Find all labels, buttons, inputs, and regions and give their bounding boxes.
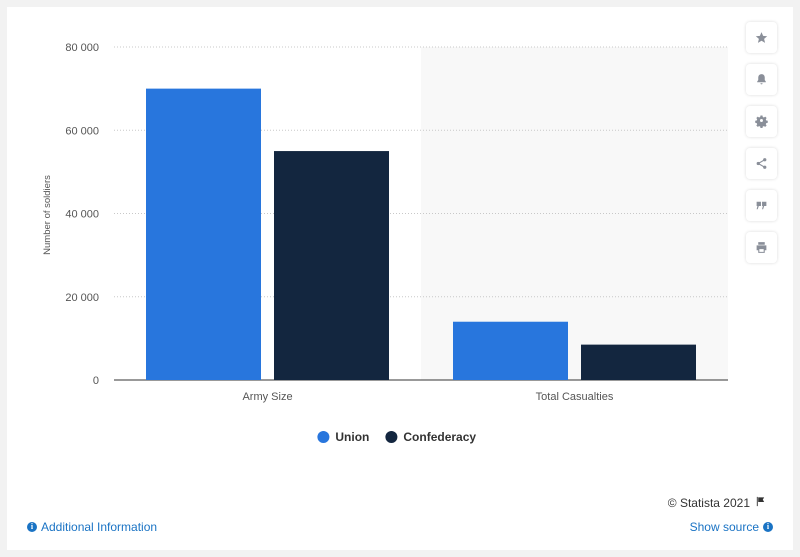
gear-icon [755,115,768,128]
y-tick-label: 0 [93,375,99,387]
chart: 0 20 000 40 000 60 000 80 000 Army Size Total… [42,42,728,444]
quote-icon [755,199,768,212]
statista-credit[interactable]: © Statista 2021 [668,496,766,510]
legend-label-union[interactable]: Union [335,430,369,444]
bell-icon [755,73,768,86]
bar-union-army-size[interactable] [146,88,261,380]
x-tick-label: Army Size [242,391,292,403]
credit-text: © Statista 2021 [667,496,750,510]
print-icon [755,241,768,254]
bar-confederacy-total-casualties[interactable] [581,344,696,380]
flag-icon [755,496,766,510]
settings-button[interactable] [746,106,777,137]
share-button[interactable] [746,148,777,179]
print-button[interactable] [746,232,777,263]
y-tick-label: 60 000 [65,125,99,137]
show-source-link[interactable]: Show source i [690,520,773,534]
chart-card: 0 20 000 40 000 60 000 80 000 Army Size Total… [7,7,793,550]
y-tick-label: 80 000 [65,42,99,54]
cite-button[interactable] [746,190,777,221]
show-source-label: Show source [689,520,759,534]
x-tick-label: Total Casualties [536,391,614,403]
info-icon: i [763,522,773,532]
star-icon [755,31,768,44]
favorite-button[interactable] [746,22,777,53]
y-axis-title: Number of soldiers [42,175,53,255]
bar-confederacy-army-size[interactable] [274,151,389,380]
bar-union-total-casualties[interactable] [453,321,568,380]
additional-information-link[interactable]: i Additional Information [27,520,157,534]
share-icon [755,157,768,170]
legend-label-confederacy[interactable]: Confederacy [403,430,476,444]
y-tick-label: 40 000 [65,209,99,221]
additional-information-label: Additional Information [41,520,158,534]
info-icon: i [27,522,37,532]
notification-button[interactable] [746,64,777,95]
y-tick-label: 20 000 [65,292,99,304]
legend-marker-confederacy [385,431,398,443]
legend-marker-union [317,431,330,443]
